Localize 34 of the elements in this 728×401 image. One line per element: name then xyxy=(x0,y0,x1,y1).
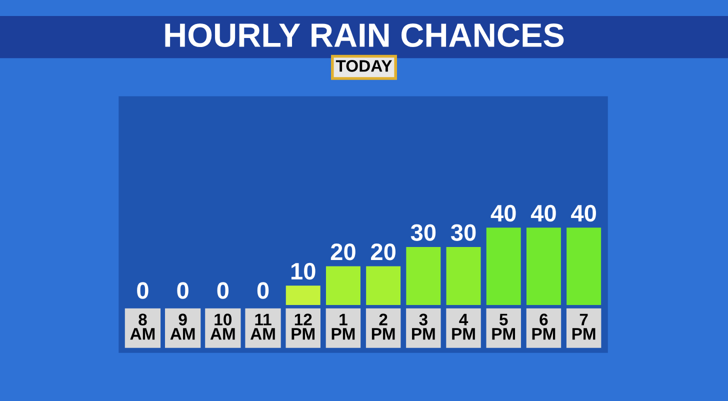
chart-subtitle: TODAY xyxy=(336,60,392,72)
x-tick-label: 9 AM xyxy=(170,314,195,340)
x-tick-label: 1 PM xyxy=(332,314,355,340)
bar xyxy=(366,266,401,305)
x-tick-label: 7 PM xyxy=(572,314,596,340)
bar xyxy=(446,246,481,305)
bar xyxy=(526,228,561,305)
x-tick-label: 4 PM xyxy=(452,314,475,340)
bar xyxy=(406,246,441,305)
x-tick-label: 2 PM xyxy=(372,314,395,340)
data-label: 40 xyxy=(490,204,516,222)
data-label: 30 xyxy=(450,224,476,241)
data-label: 0 xyxy=(177,282,188,299)
bar xyxy=(286,286,320,305)
data-label: 0 xyxy=(217,282,229,299)
x-tick-label: 10 AM xyxy=(210,314,235,340)
data-label: 20 xyxy=(371,244,396,260)
x-tick-label: 6 PM xyxy=(532,314,556,340)
data-label: 10 xyxy=(291,262,316,280)
data-label: 0 xyxy=(137,282,148,299)
bar xyxy=(326,266,360,305)
data-label: 40 xyxy=(530,204,556,222)
x-tick-label: 3 PM xyxy=(412,314,435,340)
data-label: 0 xyxy=(257,282,269,299)
data-label: 40 xyxy=(571,204,596,222)
chart-title: HOURLY RAIN CHANCES xyxy=(165,23,564,48)
data-label: 20 xyxy=(330,244,356,260)
x-tick-label: 12 PM xyxy=(292,314,315,340)
x-tick-label: 11 AM xyxy=(250,314,275,340)
x-tick-label: 8 AM xyxy=(130,314,155,340)
x-tick-label: 5 PM xyxy=(492,314,516,340)
data-label: 30 xyxy=(410,224,436,241)
bar xyxy=(486,228,521,305)
bar xyxy=(566,228,602,305)
